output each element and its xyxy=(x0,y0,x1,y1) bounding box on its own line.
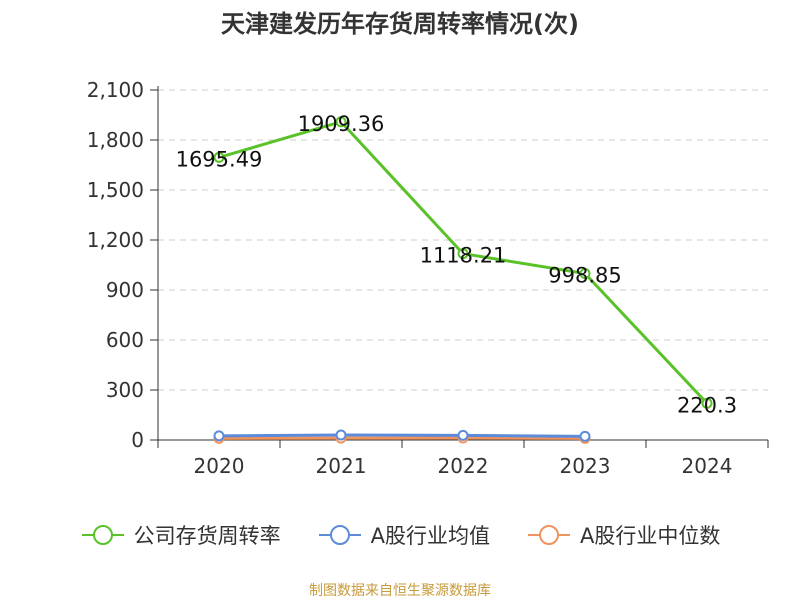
y-tick-label: 0 xyxy=(131,428,144,452)
chart-title: 天津建发历年存货周转率情况(次) xyxy=(221,10,579,38)
x-tick-label: 2020 xyxy=(194,454,245,478)
data-label: 998.85 xyxy=(548,264,621,288)
y-tick-label: 900 xyxy=(106,278,144,302)
legend-marker-icon xyxy=(81,525,124,545)
x-tick-label: 2021 xyxy=(316,454,367,478)
legend-item[interactable]: 公司存货周转率 xyxy=(80,520,281,550)
data-point xyxy=(335,116,347,128)
x-tick-label: 2023 xyxy=(560,454,611,478)
series-line xyxy=(218,433,586,438)
axes: 0 300 600 900 1,200 1,500 1,800 2,100 2020 2021 20… xyxy=(87,78,769,478)
y-tick-label: 1,500 xyxy=(87,178,144,202)
y-tick-label: 2,100 xyxy=(87,78,144,102)
legend-label: 公司存货周转率 xyxy=(133,524,281,548)
source-note: 制图数据来自恒生聚源数据库 xyxy=(309,583,491,599)
legend-marker-icon xyxy=(318,525,361,545)
data-label: 1695.49 xyxy=(176,147,263,171)
legend-item[interactable]: A股行业中位数 xyxy=(526,520,720,550)
data-point xyxy=(579,268,591,280)
y-tick-label: 300 xyxy=(106,378,144,402)
data-point xyxy=(335,429,347,441)
legend: 公司存货周转率 A股行业均值 A股行业中位数 xyxy=(0,520,800,550)
data-labels: 1695.49 1909.36 1118.21 998.85 220.3 xyxy=(176,112,737,418)
data-label: 1909.36 xyxy=(298,112,385,136)
legend-label: A股行业中位数 xyxy=(580,524,721,548)
data-point xyxy=(213,151,225,163)
legend-label: A股行业均值 xyxy=(370,524,490,548)
legend-item[interactable]: A股行业均值 xyxy=(317,520,490,550)
data-label: 1118.21 xyxy=(420,244,507,268)
y-tick-label: 1,800 xyxy=(87,128,144,152)
grid-lines xyxy=(158,89,768,391)
data-point xyxy=(457,248,469,260)
x-tick-label: 2022 xyxy=(438,454,489,478)
data-point xyxy=(701,397,713,409)
y-tick-label: 1,200 xyxy=(87,228,144,252)
x-tick-label: 2024 xyxy=(682,454,733,478)
data-point xyxy=(457,429,469,441)
data-point xyxy=(213,430,225,442)
y-tick-label: 600 xyxy=(106,328,144,352)
series-lines xyxy=(213,116,713,444)
legend-marker-icon xyxy=(528,525,570,545)
data-label: 220.3 xyxy=(677,393,737,417)
data-point xyxy=(579,430,591,442)
